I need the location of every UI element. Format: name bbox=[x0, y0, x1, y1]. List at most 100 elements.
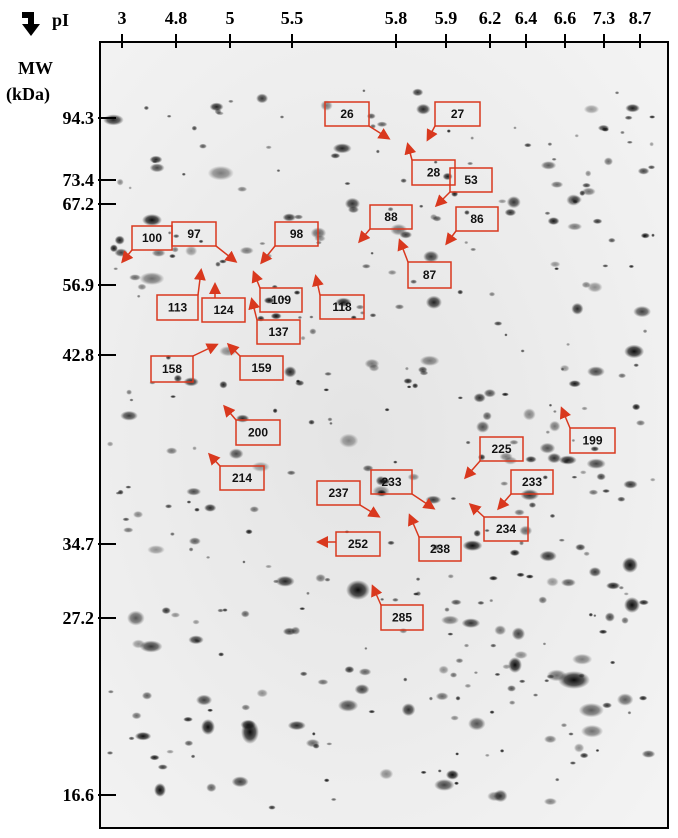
gel-spot bbox=[188, 547, 194, 552]
gel-spot bbox=[455, 752, 460, 756]
gel-spot bbox=[641, 750, 656, 758]
gel-spot bbox=[169, 532, 175, 536]
pi-label: 6.6 bbox=[554, 8, 577, 28]
gel-spot bbox=[300, 335, 306, 341]
gel-spot bbox=[283, 366, 297, 378]
gel-spot bbox=[432, 215, 442, 222]
gel-spot bbox=[147, 545, 165, 555]
gel-spot bbox=[344, 665, 355, 674]
mw-label: 27.2 bbox=[63, 608, 95, 628]
gel-spot bbox=[582, 182, 591, 188]
gel-spot bbox=[617, 496, 626, 502]
gel-spot bbox=[103, 114, 124, 126]
spot-label: 233 bbox=[381, 475, 401, 489]
spot-box bbox=[316, 480, 361, 506]
spot-label: 225 bbox=[491, 442, 511, 456]
gel-spot bbox=[311, 732, 316, 736]
gel-spot bbox=[501, 392, 509, 397]
gel-spot bbox=[184, 740, 194, 747]
gel-spot bbox=[568, 732, 574, 736]
gel-spot bbox=[604, 612, 615, 622]
gel-spot bbox=[170, 395, 177, 399]
spot-box bbox=[569, 427, 616, 454]
gel-spot bbox=[355, 304, 365, 310]
gel-spot bbox=[449, 672, 458, 678]
gel-spot bbox=[587, 281, 603, 293]
spot-arrow bbox=[404, 142, 417, 161]
gel-spot bbox=[551, 157, 557, 161]
pi-label: 7.3 bbox=[593, 8, 616, 28]
gel-spot bbox=[514, 509, 525, 516]
gel-spot bbox=[592, 218, 603, 225]
gel-spot bbox=[489, 710, 495, 714]
gel-spot bbox=[387, 269, 397, 276]
gel-spot bbox=[268, 805, 276, 810]
gel-spot bbox=[217, 608, 224, 613]
gel-spot bbox=[546, 577, 559, 587]
gel-spot bbox=[638, 599, 649, 606]
mw-unit: (kDa) bbox=[6, 84, 50, 105]
spot-label: 53 bbox=[464, 173, 478, 187]
gel-spot bbox=[417, 366, 428, 374]
gel-spot bbox=[602, 489, 611, 493]
gel-spot bbox=[126, 389, 133, 395]
gel-spot bbox=[231, 776, 249, 788]
spot-label: 285 bbox=[392, 611, 412, 625]
gel-spot bbox=[593, 614, 597, 618]
gel-spot bbox=[324, 577, 331, 582]
gel-spot bbox=[539, 550, 557, 562]
spot-box bbox=[483, 516, 529, 542]
gel-spot bbox=[286, 470, 296, 476]
gel-spot bbox=[524, 143, 532, 148]
mw-label: 67.2 bbox=[63, 194, 95, 214]
gel-spot bbox=[467, 161, 474, 166]
spot-arrow bbox=[408, 513, 420, 538]
gel-spot bbox=[528, 502, 537, 508]
gel-spot bbox=[571, 653, 593, 665]
gel-spot bbox=[513, 126, 517, 130]
gel-spot bbox=[308, 419, 315, 425]
gel-spot bbox=[240, 610, 250, 618]
gel-spot bbox=[450, 715, 459, 721]
gel-spot bbox=[142, 214, 162, 226]
gel-spot bbox=[477, 453, 486, 461]
mw-label: 94.3 bbox=[63, 108, 95, 128]
spot-label: 118 bbox=[332, 300, 352, 314]
gel-spot bbox=[520, 489, 540, 501]
spot-box bbox=[156, 294, 199, 321]
gel-spot bbox=[375, 475, 386, 486]
spot-arrow bbox=[207, 452, 221, 467]
gel-spot bbox=[579, 752, 589, 759]
gel-spot bbox=[473, 671, 479, 675]
gel-spot bbox=[651, 233, 655, 238]
gel-spot bbox=[442, 172, 453, 181]
gel-spot bbox=[403, 378, 413, 384]
gel-spot bbox=[251, 461, 270, 472]
gel-spots bbox=[103, 88, 656, 810]
gel-spot bbox=[493, 789, 508, 803]
gel-spot bbox=[249, 506, 260, 513]
gel-spot bbox=[185, 245, 198, 257]
gel-spot bbox=[545, 430, 551, 434]
spot-box bbox=[319, 294, 365, 320]
gel-spot bbox=[575, 543, 586, 551]
gel-spot bbox=[598, 629, 608, 635]
gel-spot bbox=[444, 607, 450, 612]
gel-spot bbox=[609, 660, 616, 665]
gel-spot bbox=[549, 420, 561, 432]
spot-label: 97 bbox=[187, 227, 201, 241]
gel-spot bbox=[623, 480, 638, 489]
spot-arrow bbox=[121, 249, 134, 264]
spot-label: 238 bbox=[430, 542, 450, 556]
spot-box bbox=[324, 101, 370, 127]
gel-spot bbox=[166, 114, 172, 118]
gel-spot bbox=[198, 239, 204, 244]
gel-spot bbox=[514, 650, 528, 660]
gel-spot bbox=[578, 703, 604, 718]
gel-spot bbox=[463, 643, 470, 648]
gel-spot bbox=[404, 366, 409, 371]
gel-spot bbox=[468, 717, 486, 731]
spot-arrow bbox=[397, 238, 409, 263]
spot-label: 159 bbox=[251, 361, 271, 375]
spot-arrow bbox=[411, 493, 436, 510]
